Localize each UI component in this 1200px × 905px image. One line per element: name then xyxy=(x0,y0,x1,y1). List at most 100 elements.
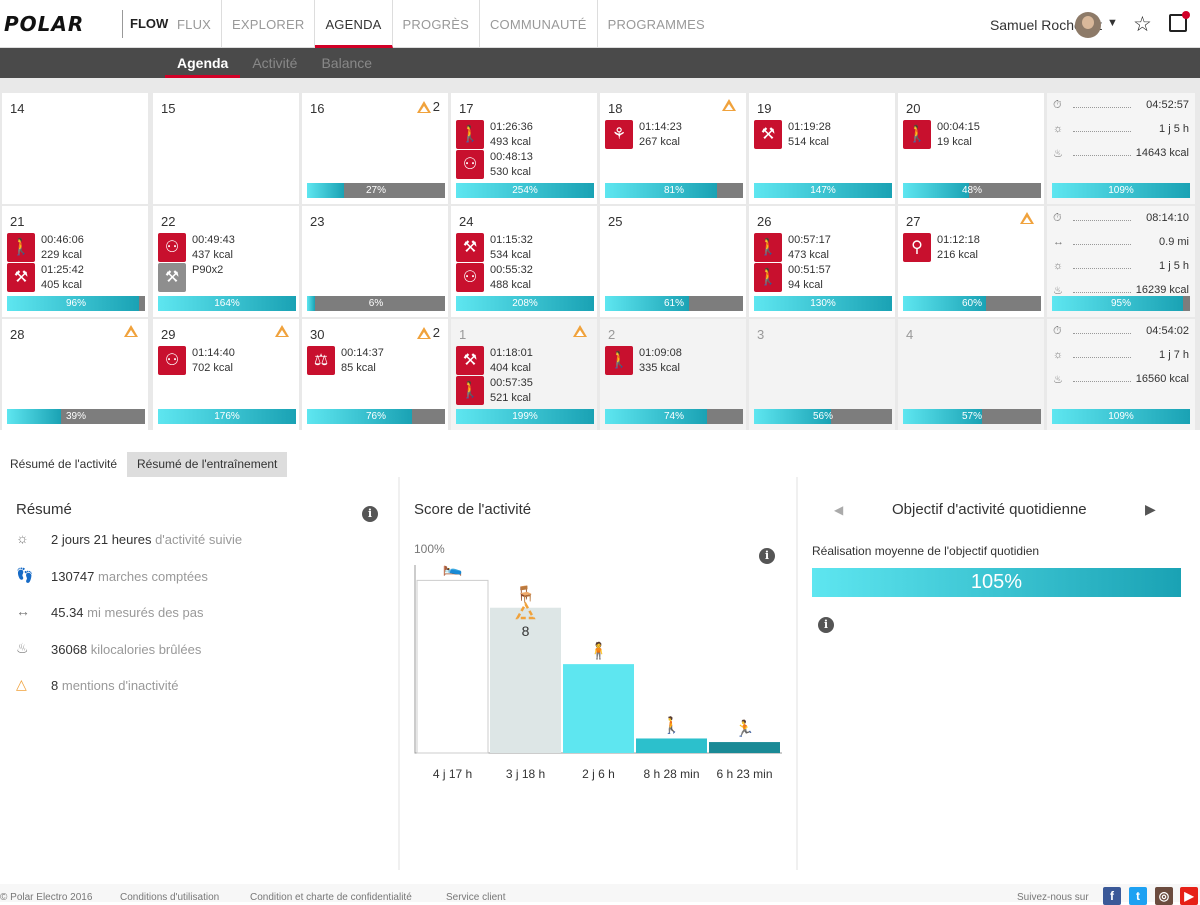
training-session[interactable]: ⚇ 00:55:32 488 kcal xyxy=(456,263,592,293)
calendar-day[interactable]: 20 🚶 00:04:15 19 kcal 48% xyxy=(898,93,1044,204)
calendar-day[interactable]: 25 61% xyxy=(600,206,746,317)
footer-link-terms[interactable]: Conditions d'utilisation xyxy=(120,892,220,903)
tab-training-summary[interactable]: Résumé de l'entraînement xyxy=(127,452,288,477)
calendar-day[interactable]: 16 2 27% xyxy=(302,93,448,204)
session-duration: 01:12:18 xyxy=(937,234,980,246)
training-session[interactable]: ⚒ 01:19:28 514 kcal xyxy=(754,120,890,150)
training-session[interactable]: 🚶 01:26:36 493 kcal xyxy=(456,120,592,150)
training-session[interactable]: ⚘ 01:14:23 267 kcal xyxy=(605,120,741,150)
subnav-agenda[interactable]: Agenda xyxy=(165,48,241,78)
training-session[interactable]: 🚶 00:46:06 229 kcal xyxy=(7,233,143,263)
activity-bar-label: 96% xyxy=(65,298,86,309)
nav-flux[interactable]: FLUX xyxy=(167,0,223,48)
youtube-icon[interactable]: ▶ xyxy=(1180,887,1198,905)
training-session[interactable]: 🚶 00:57:17 473 kcal xyxy=(754,233,890,263)
prev-arrow-icon[interactable]: ◀ xyxy=(834,503,844,517)
tab-activity-summary[interactable]: Résumé de l'activité xyxy=(0,452,128,477)
calendar-day[interactable]: 30 2 ⚖ 00:14:37 85 kcal 76% xyxy=(302,319,448,430)
week-summary[interactable]: ⏱ 04:52:57 ☼ 1 j 5 h ♨ 14643 kcal 109% xyxy=(1047,93,1195,204)
chart-bar[interactable] xyxy=(636,738,707,753)
calendar-day[interactable]: 22 ⚇ 00:49:43 437 kcal ⚒ P90x2 164% xyxy=(153,206,299,317)
calendar-day[interactable]: 29 ⚇ 01:14:40 702 kcal 176% xyxy=(153,319,299,430)
session-text: 00:57:35 521 kcal xyxy=(490,376,533,406)
chart-bar[interactable] xyxy=(416,579,489,754)
week-summary[interactable]: ⏱ 08:14:10 ↔ 0.9 mi ☼ 1 j 5 h ♨ 16239 kcal 95% xyxy=(1047,206,1195,317)
info-icon[interactable]: i xyxy=(818,617,834,633)
calendar-day[interactable]: 17 🚶 01:26:36 493 kcal ⚇ 00:48:13 530 kcal 254% xyxy=(451,93,597,204)
summary-area: Résumé i ☼ 2 jours 21 heures d'activité s… xyxy=(0,477,1200,870)
calendar-day[interactable]: 24 ⚒ 01:15:32 534 kcal ⚇ 00:55:32 488 kcal 208% xyxy=(451,206,597,317)
training-session[interactable]: 🚶 00:51:57 94 kcal xyxy=(754,263,890,293)
session-kcal: 404 kcal xyxy=(490,362,531,374)
calendar-day[interactable]: 19 ⚒ 01:19:28 514 kcal 147% xyxy=(749,93,895,204)
training-session[interactable]: ⚒ 01:18:01 404 kcal xyxy=(456,346,592,376)
activity-bar-fill xyxy=(456,409,594,424)
activity-bar-label: 57% xyxy=(961,411,982,422)
next-arrow-icon[interactable]: ▶ xyxy=(1145,501,1156,517)
session-duration: 01:18:01 xyxy=(490,347,533,359)
session-text: 00:55:32 488 kcal xyxy=(490,263,533,293)
calendar-day[interactable]: 4 57% xyxy=(898,319,1044,430)
facebook-icon[interactable]: f xyxy=(1103,887,1121,905)
nav-explorer[interactable]: EXPLORER xyxy=(222,0,316,48)
session-kcal: 216 kcal xyxy=(937,249,978,261)
calendar-day[interactable]: 14 xyxy=(2,93,148,204)
subnav-balance[interactable]: Balance xyxy=(321,55,373,71)
training-session[interactable]: ⚇ 00:48:13 530 kcal xyxy=(456,150,592,180)
chart-bar[interactable] xyxy=(563,664,634,753)
training-session[interactable]: ⚇ 00:49:43 437 kcal xyxy=(158,233,294,263)
inactivity-icon xyxy=(416,326,431,339)
calendar-day[interactable]: 21 🚶 00:46:06 229 kcal ⚒ 01:25:42 405 kcal 96% xyxy=(2,206,148,317)
polar-logo[interactable]: POLAR xyxy=(4,12,85,36)
twitter-icon[interactable]: t xyxy=(1129,887,1147,905)
training-session[interactable]: 🚶 00:57:35 521 kcal xyxy=(456,376,592,406)
training-session[interactable]: ⚲ 01:12:18 216 kcal xyxy=(903,233,1039,263)
summary-text: 8 mentions d'inactivité xyxy=(51,678,179,693)
instagram-icon[interactable]: ◎ xyxy=(1155,887,1173,905)
training-session[interactable]: ⚖ 00:14:37 85 kcal xyxy=(307,346,443,376)
chart-bar[interactable] xyxy=(709,742,780,753)
sync-icon[interactable] xyxy=(1169,11,1190,32)
week-summary[interactable]: ⏱ 04:54:02 ☼ 1 j 7 h ♨ 16560 kcal 109% xyxy=(1047,319,1195,430)
calendar-day[interactable]: 3 56% xyxy=(749,319,895,430)
star-icon[interactable]: ☆ xyxy=(1133,13,1152,36)
calendar-day[interactable]: 26 🚶 00:57:17 473 kcal 🚶 00:51:57 94 kcal 130% xyxy=(749,206,895,317)
nav-agenda[interactable]: AGENDA xyxy=(315,0,393,48)
day-number: 24 xyxy=(459,214,474,229)
training-session[interactable]: 🚶 00:04:15 19 kcal xyxy=(903,120,1039,150)
training-session[interactable]: ⚇ 01:14:40 702 kcal xyxy=(158,346,294,376)
activity-bar-label: 61% xyxy=(663,298,684,309)
info-icon[interactable]: i xyxy=(759,548,775,564)
activity-bar-fill xyxy=(903,296,986,311)
summary-value: 130747 xyxy=(51,568,95,584)
subnav-activite[interactable]: Activité xyxy=(252,55,298,71)
footer-link-support[interactable]: Service client xyxy=(446,892,506,903)
training-session[interactable]: 🚶 01:09:08 335 kcal xyxy=(605,346,741,376)
user-name[interactable]: Samuel Rochefort xyxy=(989,17,1102,33)
info-icon[interactable]: i xyxy=(362,506,378,522)
avatar[interactable] xyxy=(1075,12,1101,38)
summary-label: d'activité suivie xyxy=(155,532,243,547)
training-session[interactable]: ⚒ 01:15:32 534 kcal xyxy=(456,233,592,263)
footer-link-privacy[interactable]: Condition et charte de confidentialité xyxy=(250,892,412,903)
session-text: P90x2 xyxy=(192,263,223,278)
chart-bar[interactable] xyxy=(490,607,561,753)
training-session[interactable]: ⚒ P90x2 xyxy=(158,263,294,293)
calendar-day[interactable]: 18 ⚘ 01:14:23 267 kcal 81% xyxy=(600,93,746,204)
nav-communaute[interactable]: COMMUNAUTÉ xyxy=(480,0,598,48)
chevron-down-icon[interactable]: ▼ xyxy=(1107,17,1118,29)
calendar-day[interactable]: 28 39% xyxy=(2,319,148,430)
calendar-day[interactable]: 27 ⚲ 01:12:18 216 kcal 60% xyxy=(898,206,1044,317)
chart-tick-label: 3 j 18 h xyxy=(506,767,545,781)
leader-dots xyxy=(1073,357,1131,358)
training-session[interactable]: ⚒ 01:25:42 405 kcal xyxy=(7,263,143,293)
sitting-icon: 🪑 xyxy=(516,585,536,604)
nav-progres[interactable]: PROGRÈS xyxy=(393,0,480,48)
nav-programmes[interactable]: PROGRAMMES xyxy=(607,17,705,32)
calendar-day[interactable]: 2 🚶 01:09:08 335 kcal 74% xyxy=(600,319,746,430)
calendar-day[interactable]: 1 ⚒ 01:18:01 404 kcal 🚶 00:57:35 521 kcal 199% xyxy=(451,319,597,430)
activity-bar-fill xyxy=(7,409,61,424)
calendar-day[interactable]: 23 6% xyxy=(302,206,448,317)
steps-icon: 👣 xyxy=(16,566,34,583)
calendar-day[interactable]: 15 xyxy=(153,93,299,204)
